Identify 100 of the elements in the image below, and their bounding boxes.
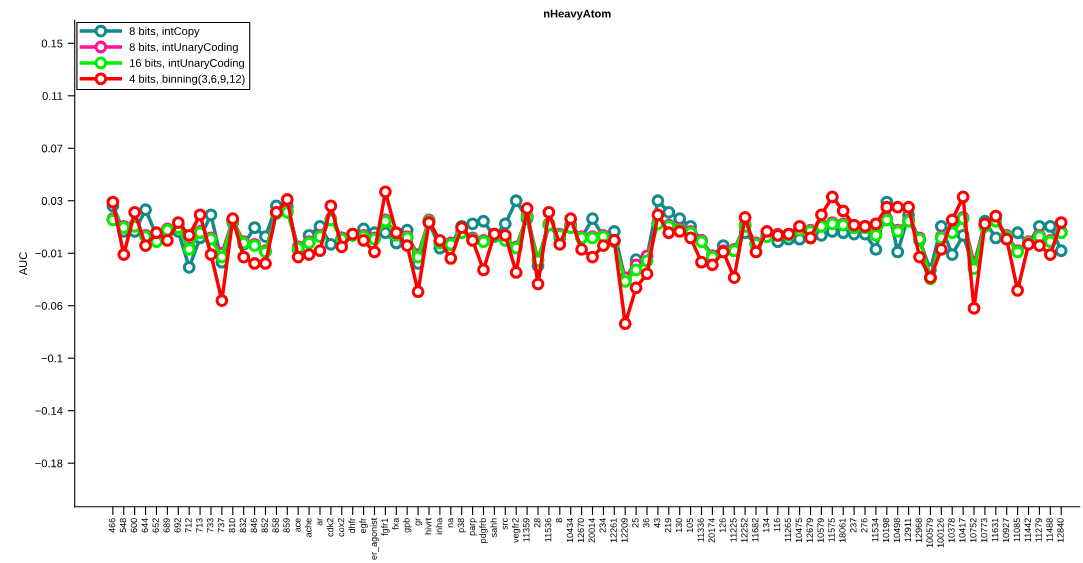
x-tick-label: gr [415,517,423,526]
y-tick-label: 0.07 [41,144,63,153]
x-tick-label: 652 [152,518,159,533]
x-tick-label: 689 [163,518,170,533]
x-tick-label: 105 [686,518,694,533]
x-tick-label: cox2 [337,518,345,537]
x-tick-label: 10579 [817,518,824,543]
x-tick-label: 858 [272,518,279,533]
x-tick-label: 810 [228,518,236,533]
x-tick-label: 852 [261,518,268,533]
x-tick-label: 692 [174,518,181,533]
x-tick-label: 126 [719,518,726,533]
x-tick-label: 20014 [588,518,595,543]
x-tick-label: 11085 [1013,518,1021,542]
y-tick-label: −0.1 [41,354,63,363]
x-tick-label: 11225 [730,518,737,542]
x-tick-label: 11536 [544,518,552,542]
y-tick-label: −0.01 [35,249,63,258]
y-tick-label: −0.14 [35,406,63,415]
x-tick-label: 100126 [937,518,944,548]
x-tick-label: 11279 [1035,518,1042,542]
x-tick-label: ar [317,517,323,526]
x-tick-label: er_agonist [370,517,379,560]
x-tick-label: 10475 [795,518,803,543]
x-tick-label: 846 [250,518,258,533]
x-tick-label: fgfr1 [381,518,390,536]
x-tick-label: 11682 [752,518,759,542]
legend-label: 4 bits, binning(3,6,9,12) [129,74,245,86]
x-tick-label: 12252 [741,518,748,543]
x-tick-label: 10752 [970,518,977,543]
x-tick-label: 11359 [523,518,530,542]
x-tick-label: dhfr [348,517,356,533]
x-tick-label: parp [470,518,477,536]
x-tick-label: 10498 [893,518,901,543]
x-tick-label: 713 [196,518,203,533]
x-tick-label: 130 [675,518,683,533]
x-tick-label: 11575 [828,518,835,542]
chart-title: nHeavyAtom [544,9,611,20]
x-tick-label: 11336 [697,518,704,542]
x-tick-label: 11265 [784,518,792,542]
x-tick-label: 12679 [806,518,813,543]
x-tick-label: egfr [359,517,368,533]
y-tick-label: 0.11 [42,92,63,100]
x-tick-label: na [448,517,454,528]
x-tick-label: 234 [599,518,606,533]
x-tick-label: 548 [119,518,127,533]
x-tick-label: vegfr2 [512,518,521,543]
x-tick-label: src [502,518,508,530]
x-tick-label: gpb [402,518,412,533]
x-tick-label: 11534 [871,518,879,542]
x-tick-label: ache [304,518,312,537]
x-tick-label: 100579 [926,518,933,548]
y-tick-label: 0.15 [41,39,63,48]
x-tick-label: 859 [283,518,290,533]
x-tick-label: 10378 [948,518,955,543]
y-axis-title: AUC [19,252,28,276]
x-tick-label: 832 [239,518,247,533]
x-tick-label: 12261 [610,518,617,543]
x-tick-label: 12209 [621,518,628,543]
legend-label: 8 bits, intUnaryCoding [129,42,238,54]
x-tick-label: pdgfrb [479,518,488,543]
x-tick-label: 11488 [1046,518,1053,542]
x-tick-label: 10773 [980,518,988,543]
x-tick-label: 36 [643,518,650,528]
x-tick-label: 12911 [904,518,912,542]
x-tick-label: 219 [664,518,672,533]
y-tick-label: −0.06 [35,301,63,310]
x-tick-label: 11631 [991,518,999,542]
x-tick-label: 10927 [1002,518,1010,543]
x-tick-label: 644 [141,518,148,533]
x-tick-label: 116 [773,518,781,532]
x-tick-label: sahh [490,518,497,538]
x-tick-label: 28 [534,518,541,528]
x-tick-label: 276 [861,518,868,533]
x-tick-label: 12670 [577,518,585,543]
x-tick-label: 237 [850,518,857,533]
x-tick-label: fxa [392,517,399,530]
x-tick-label: 11442 [1024,518,1031,542]
x-tick-label: p38 [457,518,466,533]
x-tick-label: 12968 [915,518,922,543]
x-tick-label: cdk2 [326,518,334,537]
x-tick-label: 466 [108,518,116,533]
x-tick-label: 8 [555,518,563,523]
x-tick-label: 10198 [882,518,890,543]
legend-label: 16 bits, intUnaryCoding [130,58,244,70]
x-tick-label: 10417 [959,518,966,543]
y-tick-label: 0.03 [41,197,63,205]
x-tick-label: 134 [762,518,770,533]
x-tick-label: 733 [207,518,214,533]
x-tick-label: 25 [632,518,639,528]
x-tick-label: hivrt [424,517,432,535]
y-tick-label: −0.18 [35,459,63,468]
x-tick-label: 10434 [566,518,574,543]
x-tick-label: 600 [130,518,138,533]
x-tick-label: ace [295,518,301,532]
x-tick-label: 712 [185,518,192,533]
x-tick-label: 737 [217,518,225,533]
x-tick-label: 43 [653,518,661,528]
legend-label: 8 bits, intCopy [129,26,200,38]
x-tick-label: 20174 [708,518,715,543]
